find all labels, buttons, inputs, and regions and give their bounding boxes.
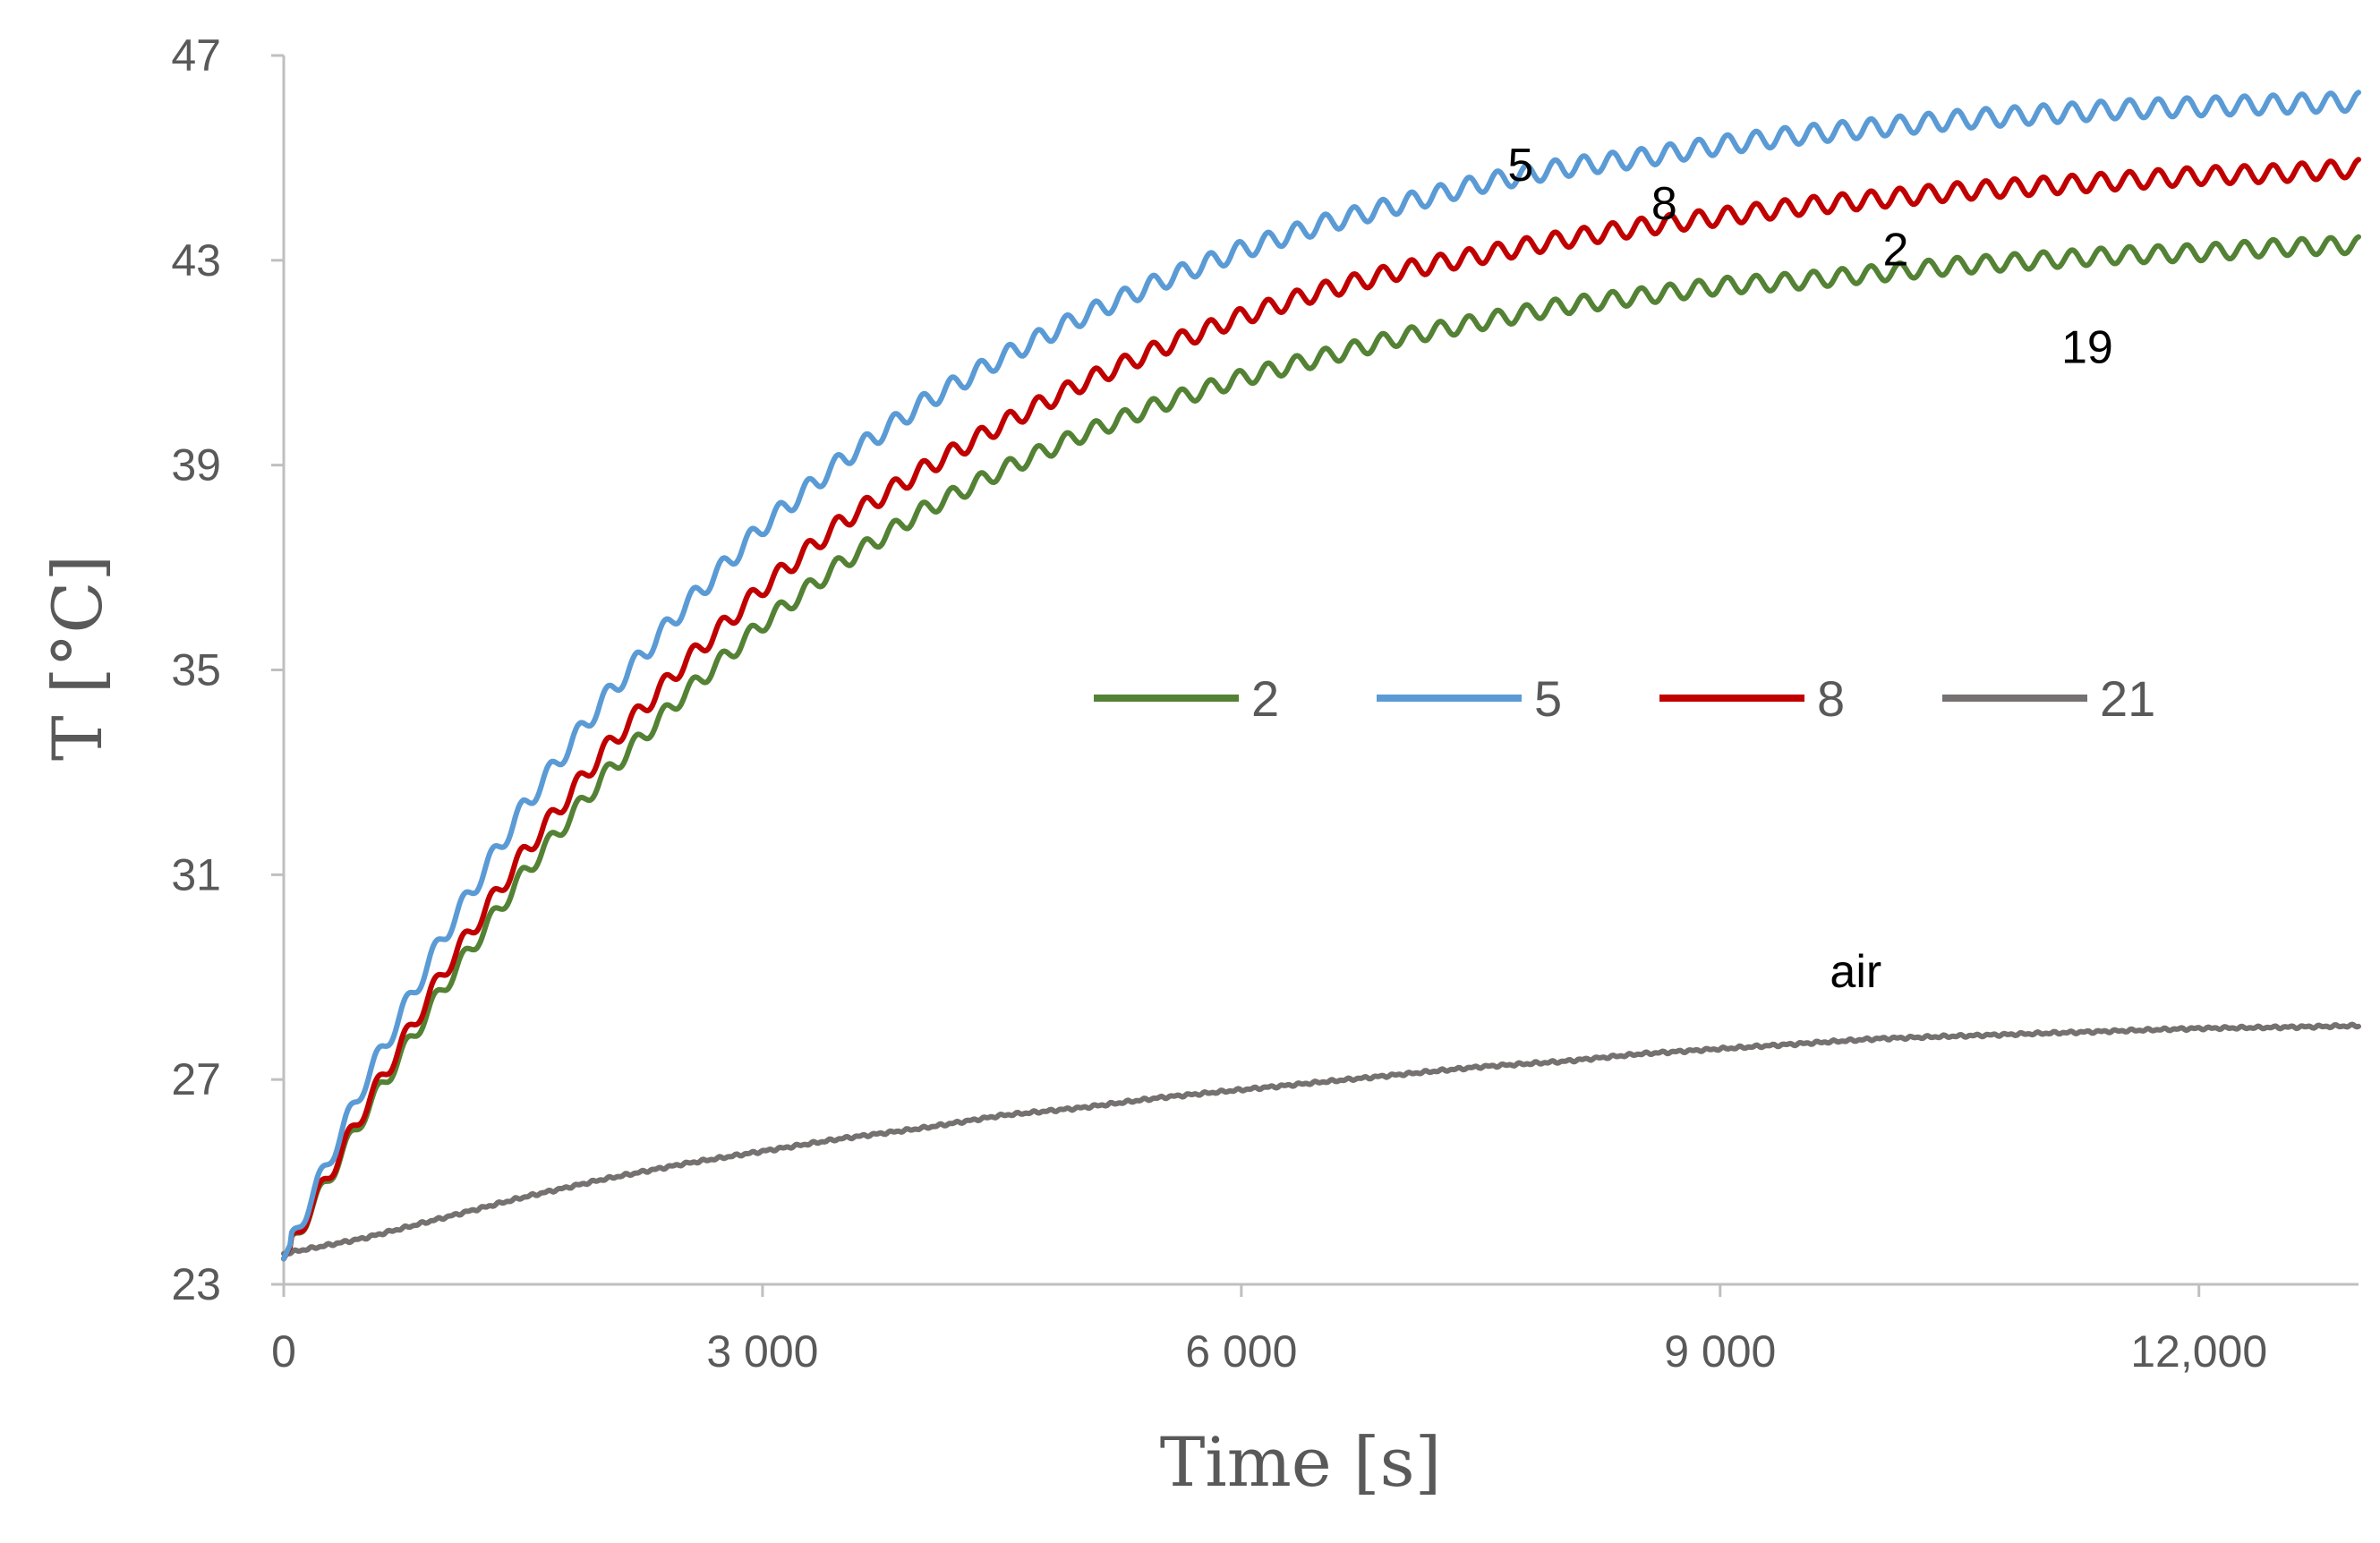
legend-label-8: 8 [1817, 670, 1845, 727]
y-axis-title: T [°C] [38, 555, 117, 761]
annotation-label: air [1830, 946, 1881, 998]
x-tick-label: 3 000 [706, 1326, 818, 1377]
x-tick-label: 12,000 [2130, 1326, 2267, 1377]
annotation-label: 2 [1882, 225, 1908, 277]
legend-label-2: 2 [1251, 670, 1279, 727]
x-axis-title: Time [s] [1160, 1422, 1442, 1502]
y-tick-label: 47 [171, 30, 221, 81]
y-tick-label: 39 [171, 440, 221, 490]
annotation-label: 5 [1507, 140, 1533, 192]
series-lines [281, 90, 2361, 1262]
legend-label-21: 21 [2100, 670, 2155, 727]
x-tick-label: 6 000 [1185, 1326, 1297, 1377]
legend: 2 5 8 21 [1094, 670, 2155, 727]
annotations: 5 8 2 19 air [1507, 140, 2112, 998]
legend-item-2: 2 [1094, 670, 1279, 727]
y-tick-label: 43 [171, 235, 221, 286]
y-axis-ticks: 23 27 31 35 39 43 47 [171, 30, 284, 1309]
y-tick-label: 31 [171, 849, 221, 899]
y-tick-label: 23 [171, 1259, 221, 1309]
legend-label-5: 5 [1534, 670, 1562, 727]
legend-item-21: 21 [1942, 670, 2155, 727]
legend-item-8: 8 [1659, 670, 1845, 727]
series-line-21 [281, 1021, 2361, 1257]
annotation-label: 19 [2061, 321, 2113, 373]
x-tick-label: 0 [271, 1326, 296, 1377]
x-tick-label: 9 000 [1664, 1326, 1776, 1377]
series-line-2 [281, 234, 2361, 1262]
series-line-5 [281, 90, 2361, 1262]
y-tick-label: 35 [171, 645, 221, 695]
annotation-label: 8 [1651, 178, 1677, 230]
legend-item-5: 5 [1377, 670, 1562, 727]
series-line-8 [281, 157, 2361, 1262]
x-axis-ticks: 0 3 000 6 000 9 000 12,000 [271, 1284, 2267, 1377]
y-tick-label: 27 [171, 1054, 221, 1104]
